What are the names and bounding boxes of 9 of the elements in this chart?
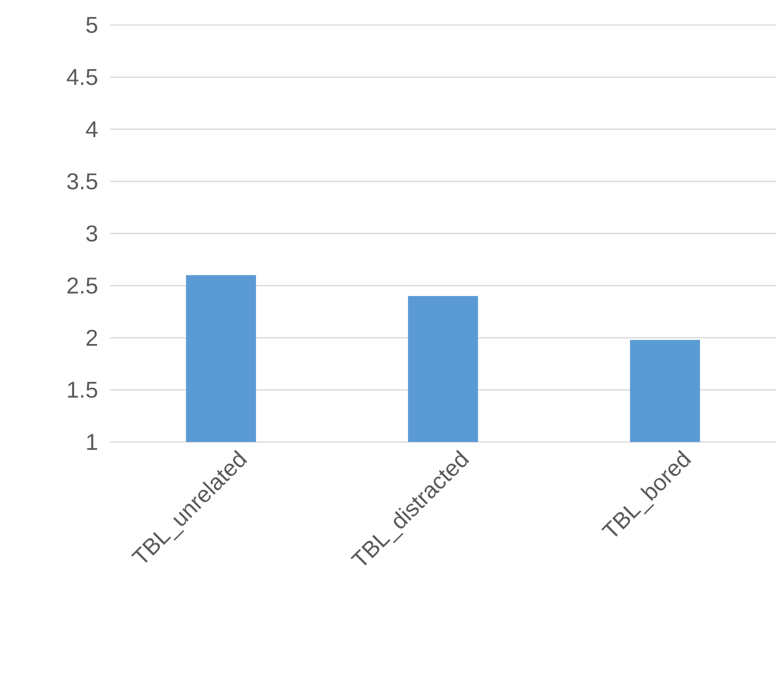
y-tick-label: 5	[86, 16, 98, 33]
y-tick-label: 2.5	[67, 278, 98, 294]
y-tick-label: 3	[86, 225, 98, 242]
y-tick-label: 3.5	[67, 173, 98, 190]
y-tick-label: 4	[86, 121, 98, 138]
y-tick-label: 4.5	[66, 69, 98, 86]
y-tick-label: 1	[87, 434, 98, 450]
y-tick-label: 1.5	[68, 382, 98, 398]
y-tick-label: 2	[86, 330, 98, 346]
